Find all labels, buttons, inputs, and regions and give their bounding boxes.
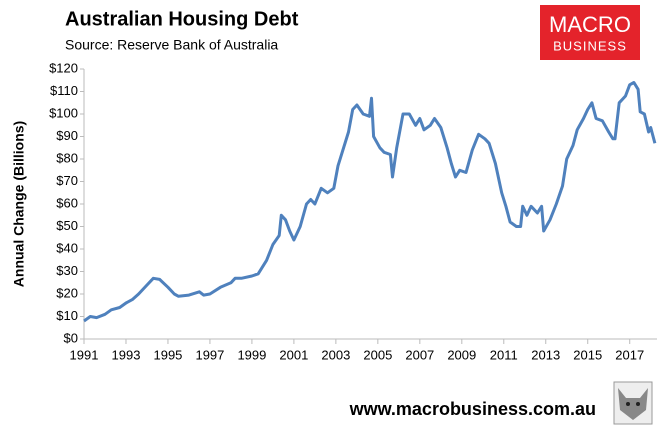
data-line [83,81,657,323]
x-tick-label: 2007 [405,347,434,362]
x-tick-label: 2009 [447,347,476,362]
y-tick-label: $90 [56,128,78,143]
logo-box [540,5,640,60]
x-tick-label: 2001 [279,347,308,362]
chart-title: Australian Housing Debt [65,8,299,30]
y-tick-label: $110 [50,83,78,98]
x-tick-label: 2015 [573,347,602,362]
x-tick-label: 2017 [615,347,644,362]
chart-subtitle: Source: Reserve Bank of Australia [65,37,278,53]
y-tick-label: $60 [56,195,78,210]
x-tick-label: 1999 [237,347,266,362]
y-tick-label: $70 [56,173,78,188]
x-tick-label: 1997 [195,347,224,362]
y-tick-label: $100 [49,105,78,120]
logo-text: MACRO [549,12,631,37]
logo-text: BUSINESS [553,38,627,53]
y-tick-label: $20 [56,285,78,300]
x-tick-label: 2011 [490,347,518,362]
y-tick-label: $40 [56,240,78,255]
x-tick-label: 2013 [531,347,560,362]
x-tick-label: 1991 [70,347,99,362]
y-tick-label: $80 [56,150,78,165]
x-tick-label: 1995 [153,347,182,362]
x-tick-label: 1993 [112,347,141,362]
x-tick-label: 2003 [321,347,350,362]
footer: www.macrobusiness.com.au [349,399,596,419]
y-tick-label: $120 [49,60,78,75]
x-tick-label: 2005 [363,347,392,362]
y-tick-label: $0 [64,330,78,345]
y-axis-label: Annual Change (Billions) [11,121,27,287]
y-tick-label: $30 [56,263,78,278]
y-tick-label: $10 [56,308,78,323]
y-tick-label: $50 [56,218,78,233]
wolf-icon [613,381,653,425]
